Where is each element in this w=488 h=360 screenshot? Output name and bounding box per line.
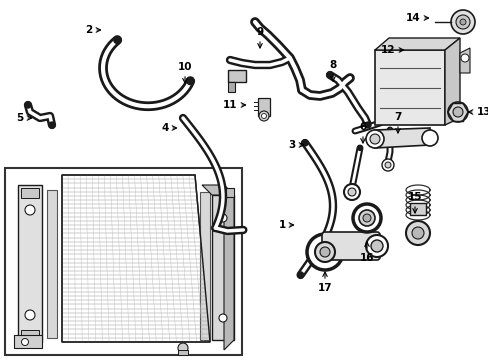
- Circle shape: [370, 240, 382, 252]
- Circle shape: [25, 205, 35, 215]
- Text: 9: 9: [256, 27, 263, 37]
- Circle shape: [347, 188, 355, 196]
- Text: 1: 1: [278, 220, 285, 230]
- Circle shape: [306, 234, 342, 270]
- Text: 12: 12: [380, 45, 395, 55]
- Circle shape: [319, 247, 329, 257]
- Bar: [258, 98, 269, 116]
- Circle shape: [381, 159, 393, 171]
- Circle shape: [411, 227, 423, 239]
- Circle shape: [365, 235, 387, 257]
- Polygon shape: [444, 38, 459, 125]
- Bar: [374, 50, 444, 125]
- Circle shape: [343, 184, 359, 200]
- Text: 14: 14: [405, 13, 420, 23]
- FancyBboxPatch shape: [321, 232, 379, 260]
- Circle shape: [369, 134, 379, 144]
- Bar: [212, 195, 234, 340]
- Circle shape: [21, 338, 28, 346]
- Circle shape: [421, 130, 437, 146]
- Circle shape: [450, 10, 474, 34]
- Polygon shape: [225, 188, 234, 197]
- Circle shape: [297, 272, 303, 278]
- Circle shape: [302, 140, 307, 146]
- Circle shape: [219, 314, 226, 322]
- Polygon shape: [374, 128, 429, 148]
- Text: 15: 15: [407, 192, 421, 202]
- Polygon shape: [18, 185, 42, 342]
- Polygon shape: [14, 335, 42, 348]
- Text: 3: 3: [288, 140, 295, 150]
- Circle shape: [219, 214, 226, 222]
- Text: 5: 5: [16, 113, 23, 123]
- Circle shape: [455, 15, 469, 29]
- Text: 8: 8: [329, 60, 336, 70]
- Circle shape: [365, 130, 383, 148]
- Circle shape: [25, 102, 31, 108]
- Polygon shape: [202, 185, 234, 195]
- Bar: [409, 203, 425, 215]
- Text: 6: 6: [359, 122, 366, 132]
- Text: 4: 4: [161, 123, 168, 133]
- Text: 13: 13: [475, 107, 488, 117]
- Circle shape: [314, 242, 334, 262]
- Polygon shape: [21, 188, 39, 198]
- Circle shape: [49, 122, 55, 128]
- Circle shape: [447, 102, 467, 122]
- Circle shape: [25, 310, 35, 320]
- Bar: [5, 168, 242, 355]
- Circle shape: [459, 19, 465, 25]
- Circle shape: [460, 54, 468, 62]
- Text: 11: 11: [223, 100, 237, 110]
- Circle shape: [114, 36, 121, 44]
- Bar: [47, 190, 57, 338]
- Polygon shape: [21, 330, 39, 340]
- Text: 17: 17: [317, 283, 332, 293]
- Polygon shape: [224, 185, 234, 350]
- Circle shape: [357, 145, 362, 150]
- Bar: [200, 192, 209, 340]
- Circle shape: [384, 162, 390, 168]
- Circle shape: [405, 221, 429, 245]
- Polygon shape: [459, 48, 469, 73]
- Polygon shape: [374, 38, 459, 50]
- Circle shape: [261, 113, 266, 118]
- Text: 2: 2: [85, 25, 92, 35]
- Bar: [227, 70, 245, 82]
- Circle shape: [358, 210, 374, 226]
- Circle shape: [452, 107, 462, 117]
- Circle shape: [362, 214, 370, 222]
- Circle shape: [186, 78, 193, 85]
- Polygon shape: [62, 175, 209, 342]
- Circle shape: [178, 343, 187, 353]
- Bar: [227, 82, 235, 92]
- Text: 16: 16: [359, 253, 373, 263]
- Circle shape: [259, 111, 268, 121]
- Circle shape: [326, 72, 332, 78]
- Text: 10: 10: [177, 62, 192, 72]
- Text: 7: 7: [393, 112, 401, 122]
- Circle shape: [364, 122, 370, 128]
- Bar: [178, 350, 187, 355]
- Circle shape: [352, 204, 380, 232]
